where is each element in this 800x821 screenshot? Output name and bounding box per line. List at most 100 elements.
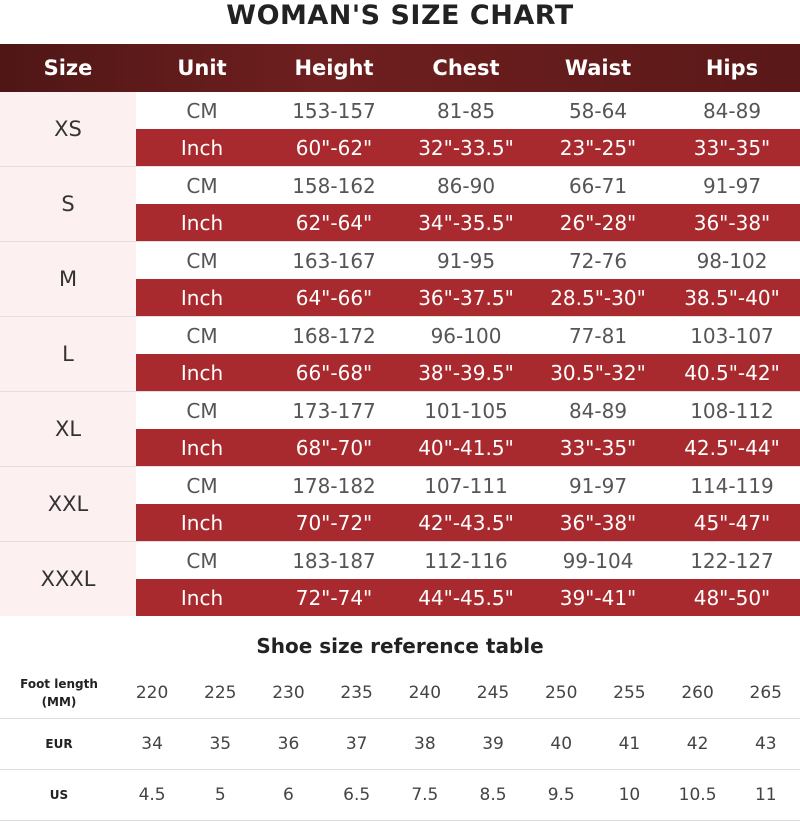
size-group-row: XXXL CM 183-187 112-116 99-104 122-127 Inch 72"… bbox=[0, 542, 800, 616]
row-divider bbox=[0, 466, 800, 467]
shoe-size-cell: 10 bbox=[618, 785, 641, 805]
measurement-cell: 26"-28" bbox=[559, 210, 637, 235]
shoe-row: EUR 34 35 36 37 38 39 40 41 42 43 bbox=[0, 719, 800, 769]
shoe-size-cell: 8.5 bbox=[479, 785, 507, 805]
inch-row: Inch 70"-72" 42"-43.5" 36"-38" 45"-47" bbox=[136, 504, 800, 541]
shoe-row-divider bbox=[0, 718, 800, 719]
measurement-cell: 183-187 bbox=[292, 548, 376, 573]
header-unit: Unit bbox=[177, 56, 227, 80]
cm-row: CM 173-177 101-105 84-89 108-112 bbox=[136, 392, 800, 429]
shoe-row-label-line1: US bbox=[49, 788, 69, 802]
shoe-table-title: Shoe size reference table bbox=[256, 634, 544, 658]
header-waist: Waist bbox=[564, 56, 632, 80]
size-label: XS bbox=[0, 92, 136, 166]
size-group-row: XXL CM 178-182 107-111 91-97 114-119 Inch 70"-7… bbox=[0, 467, 800, 542]
size-label: S bbox=[0, 167, 136, 241]
cm-row: CM 158-162 86-90 66-71 91-97 bbox=[136, 167, 800, 204]
shoe-row-label-line2: (MM) bbox=[41, 695, 77, 709]
measurement-cell: 58-64 bbox=[568, 98, 628, 123]
shoe-size-cell: 43 bbox=[754, 734, 777, 754]
measurement-cell: 45"-47" bbox=[693, 510, 771, 535]
unit-cell: CM bbox=[186, 98, 218, 123]
size-label: L bbox=[0, 317, 136, 391]
size-label: XXXL bbox=[0, 542, 136, 616]
measurement-cell: 48"-50" bbox=[693, 585, 771, 610]
header-hips: Hips bbox=[705, 56, 759, 80]
shoe-size-cell: 255 bbox=[613, 683, 646, 703]
shoe-size-cell: 41 bbox=[618, 734, 641, 754]
size-group-row: S CM 158-162 86-90 66-71 91-97 Inch 62"-64" 34"-… bbox=[0, 167, 800, 242]
measurement-cell: 38"-39.5" bbox=[418, 360, 514, 385]
measurement-cell: 84-89 bbox=[702, 98, 762, 123]
measurement-cell: 178-182 bbox=[292, 473, 376, 498]
measurement-cell: 70"-72" bbox=[295, 510, 373, 535]
measurement-cell: 72-76 bbox=[568, 248, 628, 273]
size-chart-table: Size Unit Height Chest Waist Hips XS CM 15… bbox=[0, 44, 800, 618]
measurement-cell: 98-102 bbox=[696, 248, 768, 273]
shoe-size-cell: 37 bbox=[345, 734, 368, 754]
shoe-row-label-line1: EUR bbox=[45, 737, 73, 751]
chart-title: WOMAN'S SIZE CHART bbox=[226, 0, 574, 31]
row-divider bbox=[0, 241, 800, 242]
measurement-cell: 114-119 bbox=[690, 473, 774, 498]
cm-row: CM 178-182 107-111 91-97 114-119 bbox=[136, 467, 800, 504]
inch-row: Inch 68"-70" 40"-41.5" 33"-35" 42.5"-44" bbox=[136, 429, 800, 466]
measurement-cell: 112-116 bbox=[424, 548, 508, 573]
shoe-size-cell: 240 bbox=[408, 683, 442, 703]
shoe-size-cell: 220 bbox=[135, 683, 169, 703]
shoe-size-cell: 34 bbox=[141, 734, 163, 754]
shoe-size-table: Foot length (MM) 220 225 230 235 240 245 250 255 2… bbox=[0, 668, 800, 821]
measurement-cell: 168-172 bbox=[292, 323, 376, 348]
shoe-size-cell: 6 bbox=[283, 785, 294, 805]
cm-row: CM 153-157 81-85 58-64 84-89 bbox=[136, 92, 800, 129]
shoe-size-cell: 4.5 bbox=[138, 785, 166, 805]
shoe-size-cell: 265 bbox=[749, 683, 782, 703]
cm-row: CM 163-167 91-95 72-76 98-102 bbox=[136, 242, 800, 279]
unit-cell: Inch bbox=[180, 510, 224, 535]
measurement-cell: 91-95 bbox=[436, 248, 496, 273]
measurement-cell: 81-85 bbox=[436, 98, 496, 123]
inch-row: Inch 72"-74" 44"-45.5" 39"-41" 48"-50" bbox=[136, 579, 800, 616]
shoe-size-cell: 36 bbox=[277, 734, 300, 754]
size-label: XXL bbox=[0, 467, 136, 541]
measurement-cell: 60"-62" bbox=[295, 135, 373, 160]
shoe-size-cell: 11 bbox=[754, 785, 777, 805]
measurement-cell: 158-162 bbox=[292, 173, 376, 198]
shoe-row-divider bbox=[0, 769, 800, 770]
unit-cell: Inch bbox=[180, 210, 224, 235]
measurement-cell: 32"-33.5" bbox=[418, 135, 514, 160]
measurement-cell: 66-71 bbox=[568, 173, 628, 198]
measurement-cell: 77-81 bbox=[568, 323, 628, 348]
measurement-cell: 108-112 bbox=[690, 398, 774, 423]
inch-row: Inch 64"-66" 36"-37.5" 28.5"-30" 38.5"-40" bbox=[136, 279, 800, 316]
measurement-cell: 44"-45.5" bbox=[418, 585, 514, 610]
unit-cell: CM bbox=[186, 248, 218, 273]
measurement-cell: 36"-38" bbox=[693, 210, 771, 235]
shoe-size-cell: 6.5 bbox=[343, 785, 371, 805]
measurement-cell: 153-157 bbox=[292, 98, 376, 123]
unit-cell: Inch bbox=[180, 285, 224, 310]
measurement-cell: 84-89 bbox=[568, 398, 628, 423]
measurement-cell: 42"-43.5" bbox=[418, 510, 514, 535]
measurement-cell: 23"-25" bbox=[559, 135, 637, 160]
cm-row: CM 183-187 112-116 99-104 122-127 bbox=[136, 542, 800, 579]
header-height: Height bbox=[294, 56, 374, 80]
shoe-row-label: Foot length (MM) bbox=[0, 675, 118, 711]
measurement-cell: 103-107 bbox=[690, 323, 774, 348]
shoe-size-cell: 39 bbox=[482, 734, 504, 754]
measurement-cell: 86-90 bbox=[436, 173, 496, 198]
inch-row: Inch 66"-68" 38"-39.5" 30.5"-32" 40.5"-42" bbox=[136, 354, 800, 391]
measurement-cell: 91-97 bbox=[702, 173, 762, 198]
shoe-row: Foot length (MM) 220 225 230 235 240 245 250 255 2… bbox=[0, 668, 800, 718]
shoe-size-cell: 10.5 bbox=[678, 785, 717, 805]
shoe-row-label: US bbox=[0, 786, 118, 804]
measurement-cell: 163-167 bbox=[292, 248, 376, 273]
cm-row: CM 168-172 96-100 77-81 103-107 bbox=[136, 317, 800, 354]
measurement-cell: 122-127 bbox=[690, 548, 774, 573]
row-divider bbox=[0, 391, 800, 392]
measurement-cell: 33"-35" bbox=[693, 135, 771, 160]
measurement-cell: 101-105 bbox=[424, 398, 508, 423]
measurement-cell: 39"-41" bbox=[559, 585, 637, 610]
size-group-row: XS CM 153-157 81-85 58-64 84-89 Inch 60"-62" 32"… bbox=[0, 92, 800, 167]
unit-cell: Inch bbox=[180, 135, 224, 160]
